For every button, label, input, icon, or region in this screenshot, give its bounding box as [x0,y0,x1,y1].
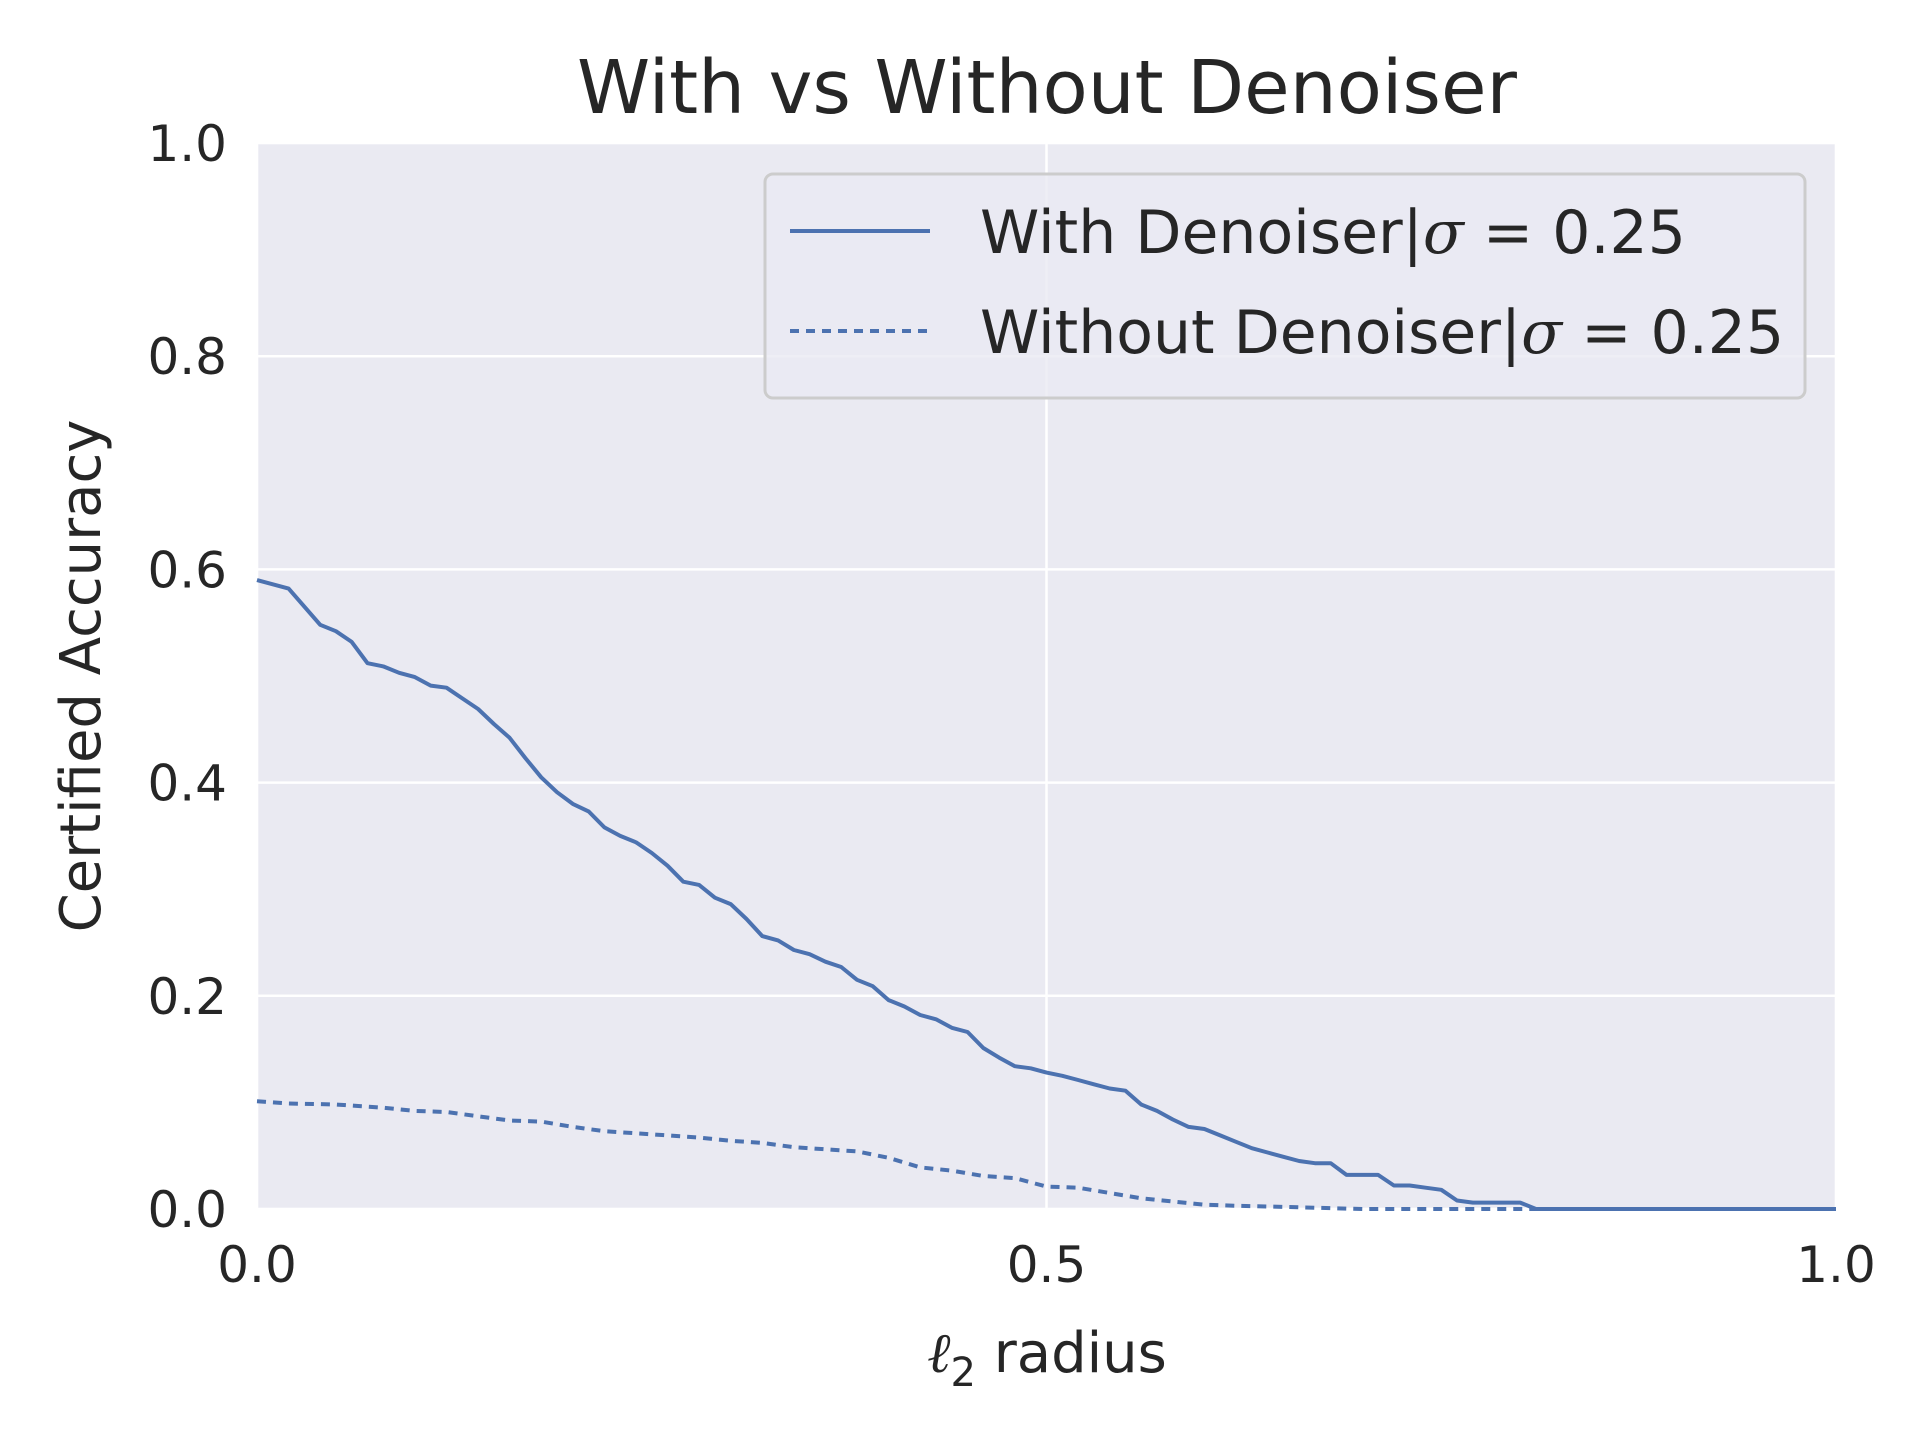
x-tick-label-1: 0.5 [1007,1236,1087,1294]
legend-box [763,172,1807,400]
y-tick-labels: 0.0 0.2 0.4 0.6 0.8 1.0 [147,115,227,1239]
y-tick-label-1: 0.2 [147,968,227,1026]
y-tick-label-3: 0.6 [147,541,227,599]
legend-label-with-denoiser: With Denoiser|σ = 0.25 [980,198,1686,268]
x-tick-label-0: 0.0 [217,1236,297,1294]
x-axis-label: ℓ2 radius [927,1321,1167,1396]
legend: With Denoiser|σ = 0.25 Without Denoiser|… [763,172,1807,400]
y-axis-label: Certified Accuracy [49,420,114,933]
series-line-0 [256,578,1836,1211]
y-tick-label-4: 0.8 [147,328,227,386]
x-tick-labels: 0.0 0.5 1.0 [217,1236,1876,1294]
y-tick-label-5: 1.0 [147,115,227,173]
grid-lines [255,141,1838,1211]
series-lines [256,578,1836,1211]
x-tick-label-2: 1.0 [1796,1236,1876,1294]
legend-label-without-denoiser: Without Denoiser|σ = 0.25 [980,298,1784,368]
y-tick-label-2: 0.4 [147,755,227,813]
chart-title: With vs Without Denoiser [577,45,1517,131]
y-tick-label-0: 0.0 [147,1181,227,1239]
